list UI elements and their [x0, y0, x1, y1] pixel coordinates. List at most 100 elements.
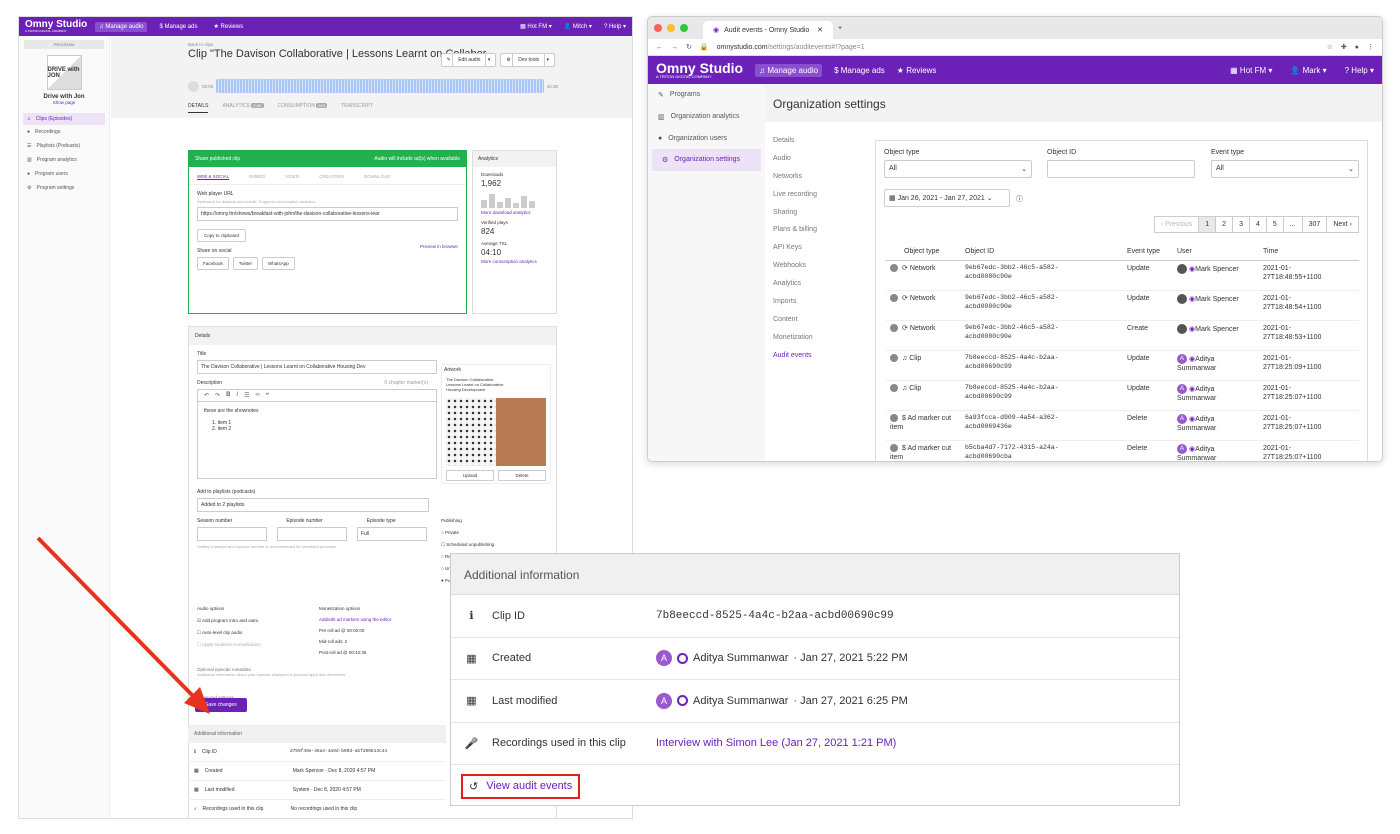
- season-input[interactable]: [197, 527, 267, 541]
- nav-manage-ads[interactable]: $ Manage ads: [834, 65, 885, 75]
- facebook-button[interactable]: Facebook: [197, 257, 229, 270]
- page-next[interactable]: Next ›: [1326, 216, 1359, 233]
- table-row[interactable]: ⟳ Network 9eb67edc-3bb2-46c5-a582- acbd008…: [886, 320, 1359, 351]
- tab-transcript[interactable]: TRANSCRIPT: [341, 103, 373, 113]
- column-header[interactable]: Time: [1259, 243, 1359, 261]
- table-row[interactable]: $ Ad marker cut item b5cba4d7-7172-4315-a…: [886, 440, 1359, 461]
- extensions-icon[interactable]: ✚: [1340, 44, 1347, 51]
- expand-chevron-icon[interactable]: [890, 324, 898, 333]
- settings-nav-item[interactable]: Sharing: [773, 208, 798, 216]
- column-header[interactable]: Object type: [886, 243, 961, 261]
- event-type-select[interactable]: All ⌄: [1211, 160, 1359, 178]
- save-changes-button[interactable]: Save changes: [195, 698, 247, 712]
- ad-markers-link[interactable]: Add/edit ad markers using the editor: [319, 617, 392, 622]
- publish-option[interactable]: ○ Private: [441, 530, 459, 535]
- show-page-link[interactable]: Show page: [52, 100, 76, 105]
- subtab-download[interactable]: DOWNLOAD: [363, 174, 391, 179]
- recording-link[interactable]: Interview with Simon Lee (Jan 27, 2021 1…: [656, 737, 897, 750]
- link-icon[interactable]: ∞: [255, 392, 260, 398]
- settings-nav-item[interactable]: Live recording: [773, 190, 817, 198]
- advanced-settings-toggle[interactable]: Advanced settings: [197, 695, 234, 700]
- table-row[interactable]: ⟳ Network 9eb67edc-3bb2-46c5-a582- acbd008…: [886, 290, 1359, 321]
- column-header[interactable]: User: [1173, 243, 1259, 261]
- expand-chevron-icon[interactable]: [890, 294, 898, 303]
- sidebar-item-program-users[interactable]: ● Program users: [19, 167, 109, 181]
- redo-icon[interactable]: ↷: [215, 393, 221, 399]
- table-row[interactable]: ♫ Clip 7b8eeccd-8525-4a4c-b2aa-acbd00690c…: [886, 380, 1359, 411]
- settings-nav-item[interactable]: Content: [773, 315, 798, 323]
- page-number[interactable]: 2: [1215, 216, 1234, 233]
- browser-tab[interactable]: ◉ Audit events - Omny Studio ✕: [703, 21, 833, 39]
- sidebar-item-playlists[interactable]: ☰ Playlists (Podcasts): [19, 139, 109, 153]
- title-input[interactable]: The Davison Collaborative | Lessons Lear…: [197, 360, 437, 374]
- expand-chevron-icon[interactable]: [890, 414, 898, 423]
- help-menu[interactable]: ? Help ▾: [1344, 65, 1374, 75]
- bold-icon[interactable]: B: [226, 392, 231, 398]
- close-tab-icon[interactable]: ✕: [817, 27, 823, 34]
- sidebar-item-org-users[interactable]: ● Organization users: [648, 128, 765, 149]
- subtab-embed[interactable]: EMBED: [249, 174, 266, 179]
- close-window-icon[interactable]: [654, 24, 662, 32]
- settings-nav-item[interactable]: Plans & billing: [773, 226, 817, 234]
- more-consumption-analytics-link[interactable]: More consumption analytics: [481, 259, 537, 264]
- menu-icon[interactable]: ⋮: [1367, 44, 1374, 51]
- sidebar-item-programs[interactable]: ✎ Programs: [648, 84, 765, 106]
- forward-arrow-icon[interactable]: →: [671, 43, 678, 51]
- subtab-creators[interactable]: CREATORS: [319, 174, 344, 179]
- page-previous[interactable]: ‹ Previous: [1153, 216, 1200, 233]
- back-link[interactable]: Back to clips: [188, 42, 214, 47]
- waveform[interactable]: [216, 79, 544, 93]
- expand-chevron-icon[interactable]: [890, 384, 898, 393]
- settings-nav-item[interactable]: Webhooks: [773, 262, 806, 270]
- new-tab-icon[interactable]: +: [838, 24, 843, 32]
- web-player-url-field[interactable]: https://omny.fm/shows/breakfast-with-joh…: [197, 207, 458, 221]
- dev-tools-button[interactable]: ⚙ Dev tools ▾: [500, 53, 555, 67]
- tab-details[interactable]: DETAILS: [188, 103, 209, 113]
- info-icon[interactable]: ⓘ: [1016, 196, 1023, 203]
- page-number[interactable]: 5: [1265, 216, 1284, 233]
- optional-metadata-toggle[interactable]: Optional episode metadata Additional info…: [197, 667, 345, 677]
- settings-nav-item[interactable]: Analytics: [773, 280, 802, 288]
- reload-icon[interactable]: ↻: [686, 44, 692, 51]
- network-menu[interactable]: ▦ Hot FM ▾: [520, 24, 552, 30]
- sidebar-item-program-analytics[interactable]: ▥ Program analytics: [19, 153, 109, 167]
- nav-manage-audio[interactable]: ♫ Manage audio: [755, 63, 823, 77]
- object-id-input[interactable]: [1047, 160, 1195, 178]
- whatsapp-button[interactable]: WhatsApp: [262, 257, 295, 270]
- nav-reviews[interactable]: ★ Reviews: [896, 65, 937, 75]
- table-row[interactable]: $ Ad marker cut item 6a93fcca-d909-4a54-a…: [886, 410, 1359, 441]
- undo-icon[interactable]: ↶: [204, 393, 210, 399]
- nav-reviews[interactable]: ★ Reviews: [213, 24, 244, 30]
- help-menu[interactable]: ? Help ▾: [603, 24, 626, 30]
- minimize-window-icon[interactable]: [667, 24, 675, 32]
- user-menu[interactable]: 👤 Mark ▾: [1290, 65, 1327, 75]
- table-row[interactable]: ⟳ Network 9eb67edc-3bb2-46c5-a582- acbd008…: [886, 260, 1359, 291]
- page-number[interactable]: 3: [1232, 216, 1250, 233]
- nav-manage-audio[interactable]: ♫ Manage audio: [95, 21, 148, 32]
- preview-in-browser-link[interactable]: Preview in browser: [419, 244, 458, 249]
- sidebar-item-program-settings[interactable]: ⚙ Program settings: [19, 181, 109, 195]
- playlists-select[interactable]: Added to 2 playlists: [197, 498, 429, 512]
- sidebar-item-org-analytics[interactable]: ▥ Organization analytics: [648, 106, 765, 128]
- description-editor[interactable]: these are the shownotes 1. item 1 2. item…: [197, 401, 437, 479]
- twitter-button[interactable]: Twitter: [232, 257, 259, 270]
- more-download-analytics-link[interactable]: More download analytics: [481, 210, 531, 215]
- settings-nav-item[interactable]: Monetization: [773, 333, 813, 341]
- sidebar-item-clips[interactable]: ♫ Clips (Episodes): [23, 113, 105, 125]
- sidebar-item-recordings[interactable]: ● Recordings: [19, 125, 109, 139]
- subtab-web-social[interactable]: WEB & SOCIAL: [197, 174, 230, 180]
- settings-nav-item[interactable]: Imports: [773, 298, 797, 306]
- object-type-select[interactable]: All ⌄: [884, 160, 1032, 178]
- publish-option[interactable]: ☐ Scheduled unpublishing: [441, 542, 495, 547]
- play-button[interactable]: [188, 80, 199, 92]
- page-number[interactable]: 307: [1301, 216, 1328, 233]
- settings-nav-item[interactable]: Details: [773, 137, 795, 144]
- settings-nav-item-audit-events[interactable]: Audit events: [773, 351, 812, 359]
- subtab-video[interactable]: VIDEO: [285, 174, 300, 179]
- list-icon[interactable]: ☰: [244, 393, 250, 399]
- delete-button[interactable]: Delete: [498, 470, 546, 481]
- omny-logo[interactable]: Omny Studio A TRITON DIGITAL COMPANY: [25, 20, 87, 33]
- settings-nav-item[interactable]: API Keys: [773, 244, 802, 252]
- nav-manage-ads[interactable]: $ Manage ads: [159, 23, 198, 30]
- expand-chevron-icon[interactable]: [890, 444, 898, 453]
